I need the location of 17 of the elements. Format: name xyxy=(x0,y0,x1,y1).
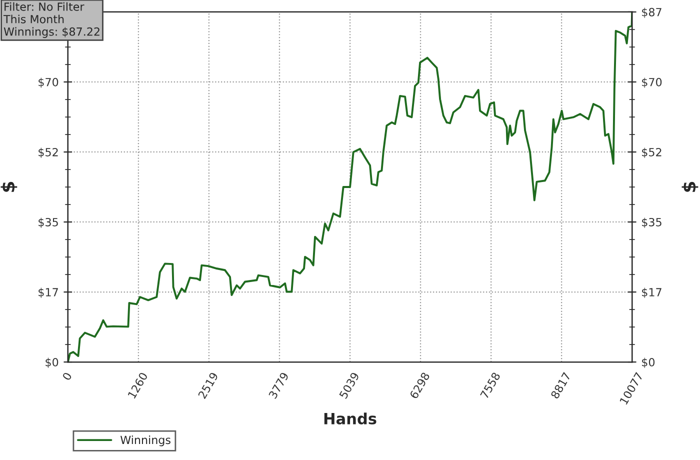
y-tick-label: $17 xyxy=(38,288,58,298)
y2-tick-label: $52 xyxy=(642,148,662,158)
y2-tick-label: $17 xyxy=(642,288,662,298)
y2-tick-label: $35 xyxy=(642,218,662,228)
x-tick-label: 0 xyxy=(62,372,72,381)
legend-label: Winnings xyxy=(120,436,170,446)
x-axis-title: Hands xyxy=(324,412,376,424)
y-axis-title: $ xyxy=(0,182,18,192)
y-tick-label: $70 xyxy=(38,78,58,88)
y2-tick-label: $0 xyxy=(642,358,655,368)
y-tick-label: $0 xyxy=(46,358,58,368)
y2-tick-label: $87 xyxy=(642,8,662,18)
y-tick-label: $35 xyxy=(38,218,58,228)
annotation: Filter: No Filter This Month Winnings: $87.22 xyxy=(3,2,100,38)
y2-axis-title: $ xyxy=(682,182,698,192)
y2-tick-label: $70 xyxy=(642,78,662,88)
y-tick-label: $52 xyxy=(38,148,58,158)
